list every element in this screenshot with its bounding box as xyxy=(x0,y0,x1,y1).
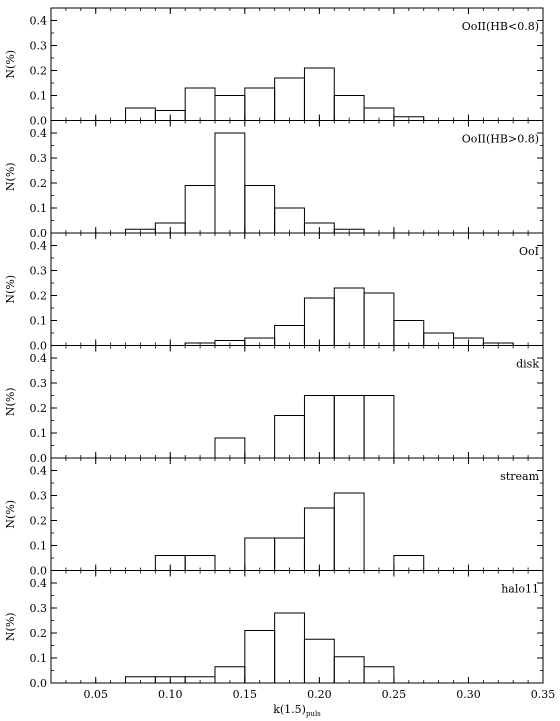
y-tick-label: 0.0 xyxy=(30,227,48,240)
y-tick-label: 0.1 xyxy=(30,427,48,440)
x-axis-label-subscript: puls xyxy=(306,710,321,718)
histogram-bar xyxy=(214,95,246,121)
histogram-bar xyxy=(244,185,276,234)
panel-1: 0.0 0.1 0.2 0.3 0.4 N(%) OoII(HB>0.8) xyxy=(4,120,544,240)
histogram-bar xyxy=(274,537,305,571)
y-axis-label: N(%) xyxy=(4,50,17,79)
panel-4: 0.0 0.1 0.2 0.3 0.4 N(%) stream xyxy=(4,457,544,578)
y-tick-label: 0.2 xyxy=(30,177,48,190)
y-axis-label: N(%) xyxy=(4,500,17,529)
panel-label: stream xyxy=(500,470,539,483)
histogram-bar xyxy=(184,185,216,234)
y-tick-label: 0.4 xyxy=(30,577,48,590)
x-axis-tick-labels: 0.05 0.10 0.15 0.20 0.25 0.30 0.35 xyxy=(83,688,555,701)
x-axis-label: k(1.5)puls xyxy=(273,703,321,718)
panel-label: OoI xyxy=(519,245,539,258)
y-tick-label: 0.3 xyxy=(30,265,48,278)
y-tick-label: 0.4 xyxy=(30,15,48,28)
y-tick-label: 0.3 xyxy=(30,602,48,615)
histogram-bar xyxy=(363,395,395,459)
x-tick-label: 0.05 xyxy=(83,688,108,701)
histogram-bar xyxy=(244,630,276,684)
y-tick-label: 0.2 xyxy=(30,515,48,528)
histogram-bar xyxy=(333,95,365,121)
y-axis-label: N(%) xyxy=(4,275,17,304)
x-tick-label: 0.35 xyxy=(531,688,556,701)
y-tick-label: 0.3 xyxy=(30,152,48,165)
y-tick-label: 0.4 xyxy=(30,127,48,140)
histogram-bar xyxy=(303,297,335,346)
panel-0: 0.0 0.1 0.2 0.3 0.4 N(%) OoII(HB<0.8) xyxy=(4,7,544,128)
histogram-bar xyxy=(333,287,365,346)
x-tick-label: 0.10 xyxy=(158,688,183,701)
histogram-bar xyxy=(303,507,335,571)
histogram-bar xyxy=(333,656,365,684)
y-tick-label: 0.1 xyxy=(30,90,48,103)
panel-frame xyxy=(50,570,544,684)
panel-5: 0.0 0.1 0.2 0.3 0.4 N(%) halo11 xyxy=(4,570,544,690)
y-axis-label: N(%) xyxy=(4,612,17,641)
panel-label: disk xyxy=(516,358,539,371)
y-tick-label: 0.2 xyxy=(30,65,48,78)
y-axis-label: N(%) xyxy=(4,387,17,416)
x-tick-label: 0.20 xyxy=(307,688,332,701)
histogram-bar xyxy=(363,666,395,684)
y-tick-label: 0.0 xyxy=(30,565,48,578)
histogram-bar xyxy=(244,537,276,571)
y-tick-label: 0.2 xyxy=(30,402,48,415)
y-tick-label: 0.1 xyxy=(30,202,48,215)
y-tick-label: 0.2 xyxy=(30,290,48,303)
x-tick-label: 0.25 xyxy=(382,688,407,701)
y-axis-label: N(%) xyxy=(4,162,17,191)
histogram-bar xyxy=(363,292,395,346)
y-tick-label: 0.0 xyxy=(30,340,48,353)
y-tick-label: 0.0 xyxy=(30,677,48,690)
panel-frame xyxy=(50,232,544,346)
panel-frame xyxy=(50,345,544,459)
y-tick-label: 0.1 xyxy=(30,315,48,328)
histogram-bar xyxy=(333,492,365,571)
histogram-bar xyxy=(214,132,246,234)
y-tick-label: 0.3 xyxy=(30,490,48,503)
panel-label: OoII(HB<0.8) xyxy=(462,20,539,33)
histogram-bar xyxy=(303,67,335,121)
y-tick-label: 0.4 xyxy=(30,352,48,365)
histogram-bar xyxy=(303,395,335,459)
histogram-bar xyxy=(274,207,305,234)
panel-label: OoII(HB>0.8) xyxy=(462,133,539,146)
histogram-bar xyxy=(393,320,425,346)
histogram-bar xyxy=(303,638,335,684)
x-tick-label: 0.15 xyxy=(233,688,258,701)
y-tick-label: 0.1 xyxy=(30,540,48,553)
histogram-bar xyxy=(274,612,305,684)
y-tick-label: 0.0 xyxy=(30,452,48,465)
histogram-bar xyxy=(333,395,365,459)
y-tick-label: 0.1 xyxy=(30,652,48,665)
histogram-bar xyxy=(184,87,216,121)
y-tick-label: 0.4 xyxy=(30,465,48,478)
y-tick-label: 0.0 xyxy=(30,115,48,128)
y-tick-label: 0.4 xyxy=(30,240,48,253)
panel-2: 0.0 0.1 0.2 0.3 0.4 N(%) OoI xyxy=(4,232,544,353)
panel-3: 0.0 0.1 0.2 0.3 0.4 N(%) disk xyxy=(4,345,544,465)
panel-frame xyxy=(50,457,544,571)
x-axis-label-main: k(1.5) xyxy=(273,703,306,716)
x-tick-label: 0.30 xyxy=(456,688,481,701)
y-tick-label: 0.3 xyxy=(30,40,48,53)
histogram-bar xyxy=(244,87,276,121)
panel-label: halo11 xyxy=(501,583,539,596)
y-tick-label: 0.2 xyxy=(30,627,48,640)
y-tick-label: 0.3 xyxy=(30,377,48,390)
panels-group: 0.0 0.1 0.2 0.3 0.4 N(%) OoII(HB<0.8) 0.0 0.1 0.2… xyxy=(4,7,544,690)
histogram-bar xyxy=(274,415,305,459)
histogram-bar xyxy=(274,77,305,121)
